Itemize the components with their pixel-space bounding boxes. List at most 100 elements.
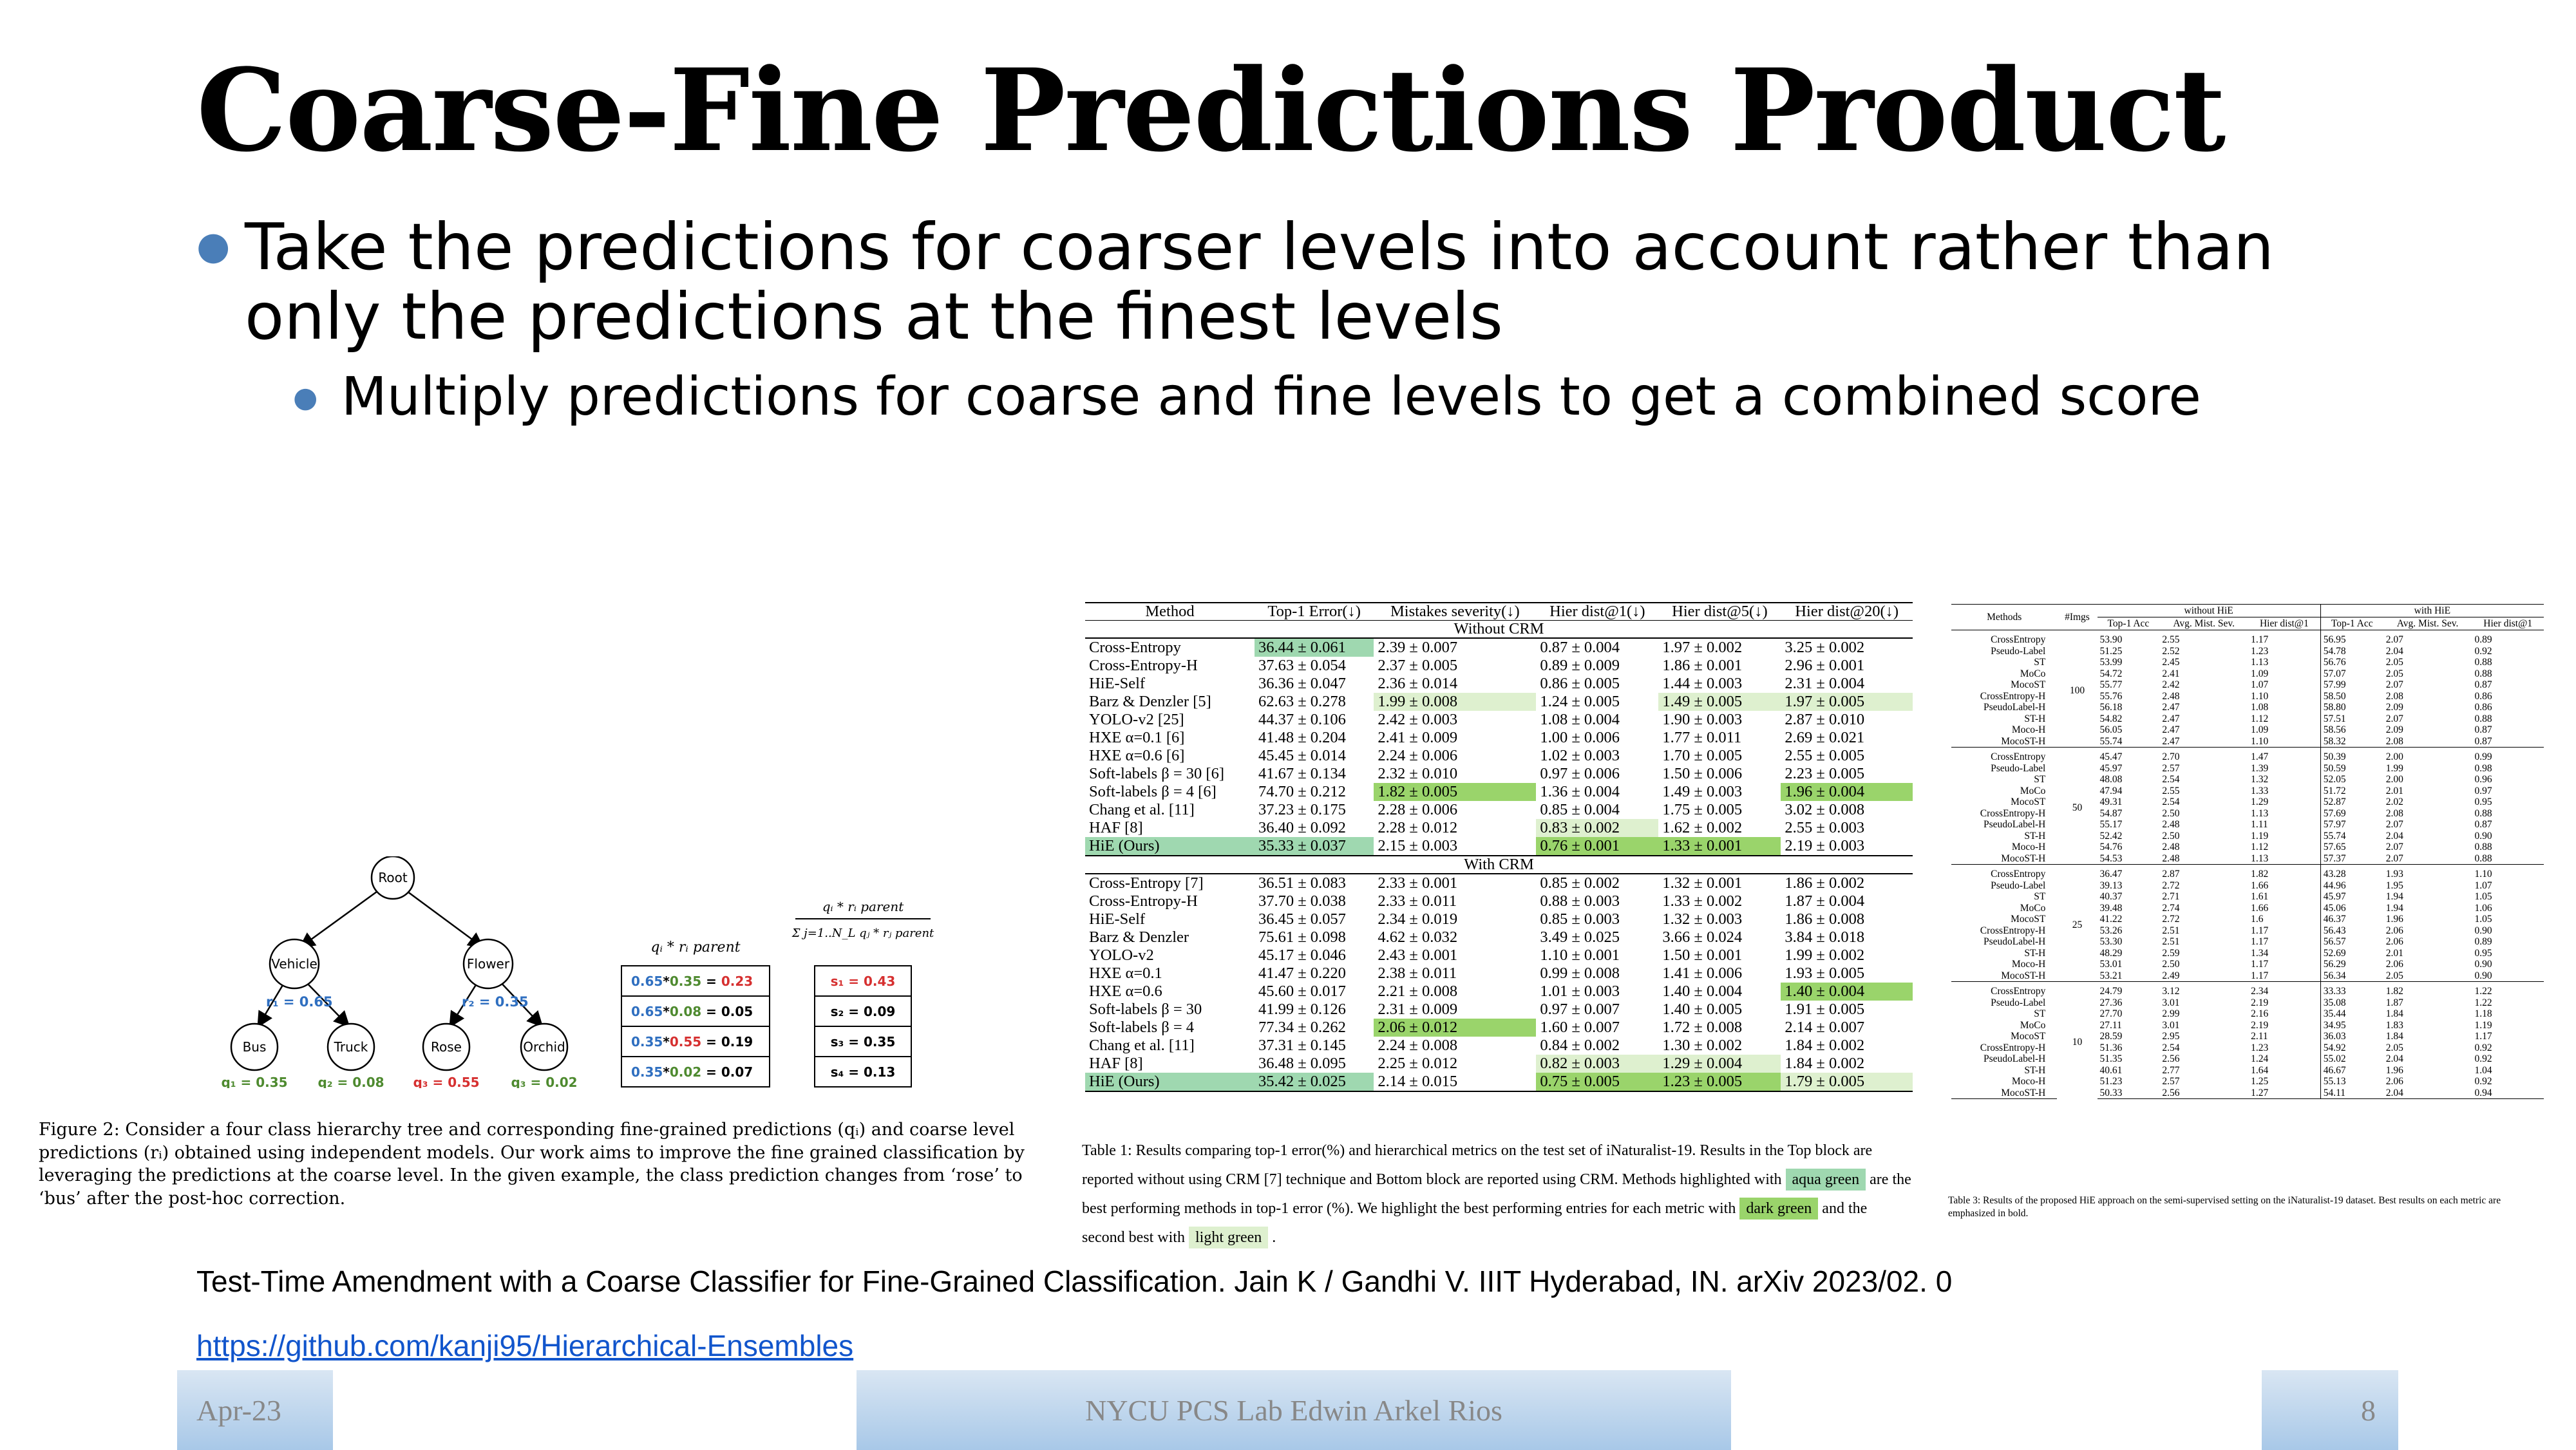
metric-cell: 0.90 — [2474, 925, 2492, 936]
metric-cell: 56.43 — [2320, 925, 2383, 936]
metric-cell: 28.59 — [2099, 1031, 2123, 1042]
table-row: PseudoLabel-H 55.17 2.48 1.11 57.97 2.07 0.87 — [1951, 819, 2544, 831]
metric-cell: 1.82 — [2383, 981, 2472, 997]
metric-cell: 0.92 — [2474, 1076, 2492, 1087]
svg-text:0.35*0.55 = 0.19: 0.35*0.55 = 0.19 — [631, 1034, 753, 1050]
metric-cell: 0.82 ± 0.003 — [1536, 1055, 1659, 1073]
method-name: MocoST-H — [2001, 735, 2046, 747]
r2-label: r₂ = 0.35 — [462, 994, 529, 1010]
metric-cell: 1.22 — [2472, 981, 2544, 997]
table-row: MocoST 28.59 2.95 2.11 36.03 1.84 1.17 — [1951, 1031, 2544, 1042]
metric-cell: 37.63 ± 0.054 — [1258, 657, 1346, 674]
metric-cell: 2.72 — [2162, 880, 2180, 891]
metric-cell: 2.57 — [2162, 762, 2180, 774]
metric-cell: 36.40 ± 0.092 — [1258, 819, 1346, 836]
table1-caption-text: . — [1272, 1229, 1276, 1246]
metric-cell: 1.41 ± 0.006 — [1662, 965, 1743, 982]
method-name: Soft-labels β = 30 — [1089, 1001, 1202, 1018]
table-row: Pseudo-Label 45.97 2.57 1.39 50.59 1.99 0.98 — [1951, 762, 2544, 774]
github-link[interactable]: https://github.com/kanji95/Hierarchical-… — [196, 1329, 854, 1362]
table-row: MocoST-H 50.33 2.56 1.27 54.11 2.04 0.94 — [1951, 1087, 2544, 1099]
metric-cell: 41.22 — [2099, 914, 2123, 925]
metric-cell: 0.92 — [2474, 1042, 2492, 1053]
metric-cell: 1.29 ± 0.004 — [1658, 1055, 1781, 1073]
metric-cell: 1.82 — [2248, 864, 2321, 880]
metric-cell: 1.17 — [2251, 970, 2269, 981]
metric-cell: 1.96 ± 0.004 — [1781, 783, 1913, 801]
metric-cell: 44.96 — [2320, 880, 2383, 891]
metric-cell: 1.99 — [2385, 762, 2403, 774]
metric-cell: 1.84 — [2385, 1008, 2403, 1019]
metric-cell: 50.59 — [2320, 762, 2383, 774]
metric-cell: 36.47 — [2097, 864, 2160, 880]
product-2-result: 0.05 — [721, 1004, 753, 1019]
metric-cell: 0.85 ± 0.004 — [1540, 801, 1620, 818]
metric-cell: 2.41 — [2162, 668, 2180, 679]
method-name: Cross-Entropy [7] — [1089, 874, 1204, 892]
metric-cell: 1.86 ± 0.002 — [1785, 874, 1865, 892]
q3-label: q₃ = 0.55 — [413, 1075, 479, 1088]
table3-header-methods: Methods — [1987, 612, 2022, 623]
method-name: Barz & Denzler — [1089, 928, 1189, 946]
highlight-chip-light: light green — [1188, 1227, 1269, 1248]
metric-cell: 45.97 — [2320, 891, 2383, 903]
method-name: CrossEntropy-H — [1980, 925, 2046, 936]
metric-cell: 1.33 — [2251, 785, 2269, 796]
metric-cell: 51.23 — [2099, 1076, 2123, 1087]
metric-cell: 3.01 — [2162, 1019, 2180, 1031]
metric-cell: 53.30 — [2099, 936, 2123, 947]
method-name: PseudoLabel-H — [1983, 702, 2046, 713]
table-row: CrossEntropy-H 55.76 2.48 1.10 58.50 2.08 0.86 — [1951, 690, 2544, 702]
metric-cell: 3.02 ± 0.008 — [1785, 801, 1865, 818]
score-s1: s₁ = 0.43 — [831, 974, 896, 989]
metric-cell: 1.60 ± 0.007 — [1540, 1019, 1620, 1036]
metric-cell: 1.17 — [2474, 1031, 2492, 1042]
metric-cell: 1.34 — [2251, 947, 2269, 959]
metric-cell: 0.88 — [2474, 713, 2492, 724]
metric-cell: 53.01 — [2099, 959, 2123, 970]
metric-cell: 56.95 — [2320, 630, 2383, 646]
metric-cell: 2.43 ± 0.001 — [1378, 946, 1458, 964]
metric-cell: 55.02 — [2320, 1053, 2383, 1065]
method-name: HXE α=0.6 — [1089, 983, 1162, 1000]
metric-cell: 1.25 — [2251, 1076, 2269, 1087]
metric-cell: 2.06 — [2385, 925, 2403, 936]
norm-header-bottom: Σ j=1..N_L qⱼ * rⱼ parent — [791, 927, 934, 940]
method-name: ST-H — [2024, 713, 2046, 724]
metric-cell: 1.08 ± 0.004 — [1540, 711, 1620, 728]
product-3-q: 0.55 — [670, 1034, 701, 1050]
metric-cell: 45.97 — [2099, 762, 2123, 774]
metric-cell: 2.72 — [2162, 914, 2180, 925]
metric-cell: 1.06 — [2474, 902, 2492, 914]
method-name: Soft-labels β = 30 [6] — [1089, 765, 1224, 782]
tree-node-vehicle — [269, 938, 320, 990]
metric-cell: 2.19 — [2251, 997, 2269, 1008]
metric-cell: 36.45 ± 0.057 — [1258, 910, 1346, 928]
method-name: CrossEntropy — [1951, 981, 2058, 997]
method-name: CrossEntropy-H — [1980, 807, 2046, 819]
metric-cell: 1.62 ± 0.002 — [1662, 819, 1743, 836]
product-2-r: 0.65 — [631, 1004, 663, 1019]
metric-cell: 1.24 — [2251, 1053, 2269, 1064]
table-row: Moco-H 54.76 2.48 1.12 57.65 2.07 0.88 — [1951, 842, 2544, 853]
metric-cell: 47.94 — [2099, 785, 2123, 796]
method-name: ST — [2034, 657, 2046, 668]
metric-cell: 2.08 — [2385, 735, 2403, 747]
metric-cell: 53.26 — [2099, 925, 2123, 936]
metric-cell: 2.01 — [2385, 785, 2403, 796]
tree-node-truck — [327, 1022, 375, 1071]
metric-cell: 55.13 — [2320, 1076, 2383, 1088]
table-row: CrossEntropy 10 24.79 3.12 2.34 33.33 1.82 1.22 — [1951, 981, 2544, 1099]
method-name: MocoST-H — [1951, 1087, 2058, 1099]
table-row: CrossEntropy 100 53.90 2.55 1.17 56.95 2.07 0.8… — [1951, 630, 2544, 696]
metric-cell: 2.56 — [2159, 1087, 2249, 1099]
tree-node-flower-label: Flower — [467, 956, 510, 972]
metric-cell: 2.87 ± 0.010 — [1785, 711, 1865, 728]
metric-cell: 40.61 — [2099, 1064, 2123, 1076]
metric-cell: 3.84 ± 0.018 — [1785, 928, 1865, 946]
table-row: Soft-labels β = 4 77.34 ± 0.262 2.06 ± 0.0… — [1085, 1019, 1913, 1037]
metric-cell: 56.29 — [2320, 959, 2383, 970]
imgs-count: 10 — [2057, 981, 2098, 1099]
metric-cell: 2.33 ± 0.001 — [1378, 874, 1458, 892]
metric-cell: 3.25 ± 0.002 — [1785, 639, 1865, 656]
